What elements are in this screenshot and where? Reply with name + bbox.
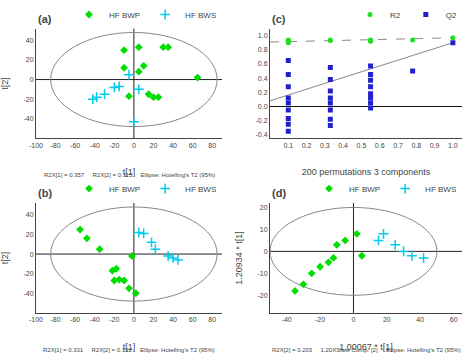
svg-text:80: 80 xyxy=(208,316,216,323)
svg-text:60: 60 xyxy=(450,316,458,323)
svg-text:0: 0 xyxy=(264,248,268,255)
svg-text:-60: -60 xyxy=(70,316,80,323)
svg-text:0.6: 0.6 xyxy=(375,142,385,149)
svg-text:1.00067 * t[1]: 1.00067 * t[1] xyxy=(339,342,393,352)
svg-text:t[1]: t[1] xyxy=(123,167,136,177)
svg-text:-10: -10 xyxy=(257,270,267,277)
svg-text:R2X[1] = 0.331 R2X[2] = 0.: R2X[1] = 0.331 R2X[2] = 0.132 Ellipse: H… xyxy=(43,347,215,353)
svg-text:0: 0 xyxy=(132,316,136,323)
svg-text:-20: -20 xyxy=(109,316,119,323)
svg-text:1.20934 * t[1]: 1.20934 * t[1] xyxy=(234,231,244,285)
svg-text:20: 20 xyxy=(260,204,268,211)
svg-text:0.5: 0.5 xyxy=(357,142,367,149)
svg-text:(a): (a) xyxy=(38,13,52,25)
svg-text:80: 80 xyxy=(208,142,216,149)
svg-text:0.2: 0.2 xyxy=(258,89,268,96)
svg-text:-20: -20 xyxy=(257,292,267,299)
svg-text:0.7: 0.7 xyxy=(393,142,403,149)
svg-text:0: 0 xyxy=(30,76,34,83)
svg-text:-80: -80 xyxy=(51,316,61,323)
svg-text:20: 20 xyxy=(26,231,34,238)
svg-text:-40: -40 xyxy=(90,316,100,323)
svg-text:20: 20 xyxy=(383,316,391,323)
svg-text:-40: -40 xyxy=(23,115,33,122)
svg-text:40: 40 xyxy=(169,316,177,323)
svg-text:60: 60 xyxy=(189,316,197,323)
svg-text:0.0: 0.0 xyxy=(258,103,268,110)
svg-text:-20: -20 xyxy=(23,270,33,277)
svg-text:40: 40 xyxy=(26,37,34,44)
svg-text:(c): (c) xyxy=(272,13,286,25)
svg-text:R2X[1] = 0.357 R2X[2] = 0.: R2X[1] = 0.357 R2X[2] = 0.115 Ellipse: H… xyxy=(44,172,215,178)
svg-text:0.4: 0.4 xyxy=(258,75,268,82)
svg-text:-20: -20 xyxy=(109,142,119,149)
svg-text:HF BWP: HF BWP xyxy=(109,11,140,20)
svg-text:20: 20 xyxy=(150,142,158,149)
svg-text:10: 10 xyxy=(260,226,268,233)
svg-text:0.6: 0.6 xyxy=(258,60,268,67)
svg-text:40: 40 xyxy=(26,211,34,218)
svg-text:40: 40 xyxy=(169,142,177,149)
svg-text:(d): (d) xyxy=(272,187,286,199)
svg-text:-40: -40 xyxy=(23,290,33,297)
svg-text:t[2]: t[2] xyxy=(0,77,10,90)
svg-text:20: 20 xyxy=(150,316,158,323)
svg-text:-20: -20 xyxy=(315,316,325,323)
svg-text:Q2: Q2 xyxy=(446,11,457,20)
svg-text:-40: -40 xyxy=(90,142,100,149)
svg-text:-20: -20 xyxy=(23,96,33,103)
svg-text:R2X[2] = 0.203 1.20XSlate: R2X[2] = 0.203 1.20XSlate Comp. [2] Elli… xyxy=(272,347,461,353)
svg-text:0.9: 0.9 xyxy=(430,142,440,149)
svg-text:(b): (b) xyxy=(38,187,52,199)
svg-text:60: 60 xyxy=(189,142,197,149)
svg-text:t[2]: t[2] xyxy=(0,252,10,265)
svg-text:-100: -100 xyxy=(29,316,43,323)
svg-text:0.3: 0.3 xyxy=(320,142,330,149)
svg-text:-0.4: -0.4 xyxy=(256,131,268,138)
svg-text:HF BWS: HF BWS xyxy=(425,185,456,194)
svg-text:0: 0 xyxy=(352,316,356,323)
svg-text:0.1: 0.1 xyxy=(283,142,293,149)
svg-text:20: 20 xyxy=(26,56,34,63)
svg-text:-80: -80 xyxy=(51,142,61,149)
svg-text:R2: R2 xyxy=(390,11,401,20)
svg-text:0.8: 0.8 xyxy=(258,46,268,53)
svg-text:0.8: 0.8 xyxy=(411,142,421,149)
svg-text:1.0: 1.0 xyxy=(448,142,458,149)
svg-text:t[1]: t[1] xyxy=(123,342,136,352)
svg-text:HF BWS: HF BWS xyxy=(185,185,216,194)
svg-text:-40: -40 xyxy=(282,316,292,323)
svg-text:0.2: 0.2 xyxy=(302,142,312,149)
svg-text:200 permutations 3 components: 200 permutations 3 components xyxy=(302,167,431,177)
svg-text:HF BWP: HF BWP xyxy=(109,185,140,194)
svg-text:0.4: 0.4 xyxy=(338,142,348,149)
svg-text:HF BWP: HF BWP xyxy=(349,185,380,194)
svg-text:-60: -60 xyxy=(70,142,80,149)
svg-text:-100: -100 xyxy=(29,142,43,149)
svg-text:HF BWS: HF BWS xyxy=(185,11,216,20)
svg-text:0: 0 xyxy=(30,250,34,257)
svg-text:0: 0 xyxy=(132,142,136,149)
svg-text:1.0: 1.0 xyxy=(258,32,268,39)
svg-text:-0.2: -0.2 xyxy=(256,117,268,124)
svg-text:40: 40 xyxy=(416,316,424,323)
